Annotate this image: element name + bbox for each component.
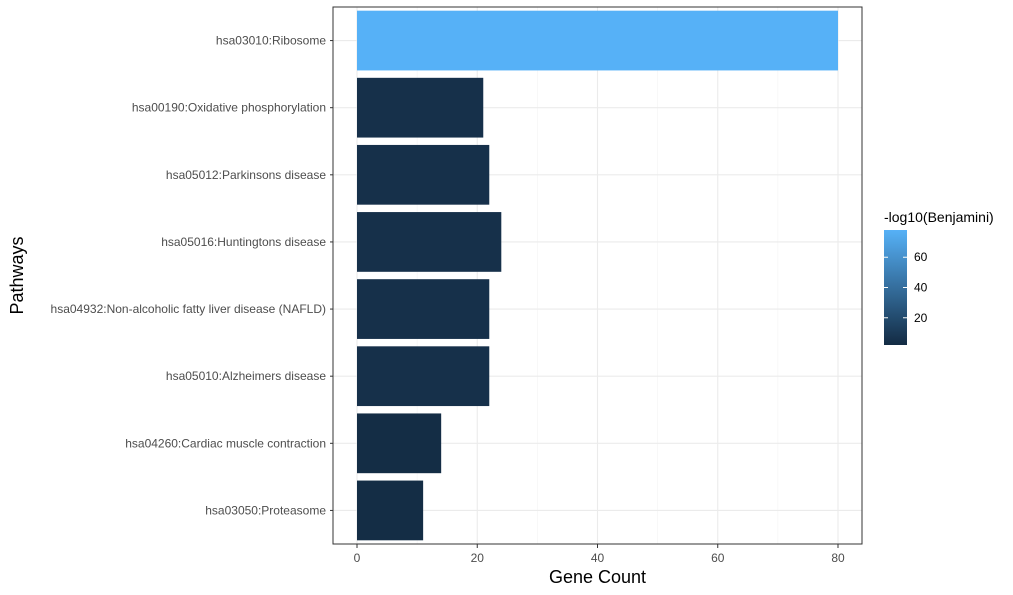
y-tick-label: hsa05010:Alzheimers disease — [166, 369, 326, 383]
bar-7 — [357, 413, 442, 474]
y-tick-label: hsa03010:Ribosome — [216, 34, 326, 48]
color-legend: -log10(Benjamini) 20 40 60 — [884, 209, 994, 345]
legend-tick-label: 60 — [914, 250, 928, 264]
bar-5 — [357, 279, 490, 339]
y-tick-label: hsa04932:Non-alcoholic fatty liver disea… — [51, 302, 326, 316]
bar-6 — [357, 346, 490, 407]
bars — [357, 10, 838, 541]
x-tick-label: 0 — [354, 551, 361, 565]
y-tick-label: hsa04260:Cardiac muscle contraction — [125, 436, 326, 450]
x-axis-title: Gene Count — [549, 567, 646, 587]
x-tick-label: 60 — [711, 551, 725, 565]
y-tick-label: hsa00190:Oxidative phosphorylation — [132, 101, 326, 115]
bar-8 — [357, 480, 424, 541]
y-axis-ticks: hsa03010:Ribosome hsa00190:Oxidative phos… — [51, 34, 333, 517]
bar-4 — [357, 212, 502, 272]
bar-3 — [357, 144, 490, 205]
x-tick-label: 80 — [831, 551, 845, 565]
y-tick-label: hsa05016:Huntingtons disease — [161, 235, 326, 249]
bar-1 — [357, 10, 838, 71]
x-axis-ticks: 0 20 40 60 80 — [354, 544, 845, 565]
x-tick-label: 40 — [591, 551, 605, 565]
legend-tick-label: 40 — [914, 281, 928, 295]
y-axis-title: Pathways — [7, 236, 27, 314]
legend-colorbar — [884, 230, 907, 345]
x-tick-label: 20 — [471, 551, 485, 565]
y-tick-label: hsa03050:Proteasome — [205, 503, 326, 517]
legend-title: -log10(Benjamini) — [884, 209, 994, 225]
bar-2 — [357, 77, 484, 138]
y-tick-label: hsa05012:Parkinsons disease — [166, 168, 326, 182]
legend-tick-label: 20 — [914, 311, 928, 325]
